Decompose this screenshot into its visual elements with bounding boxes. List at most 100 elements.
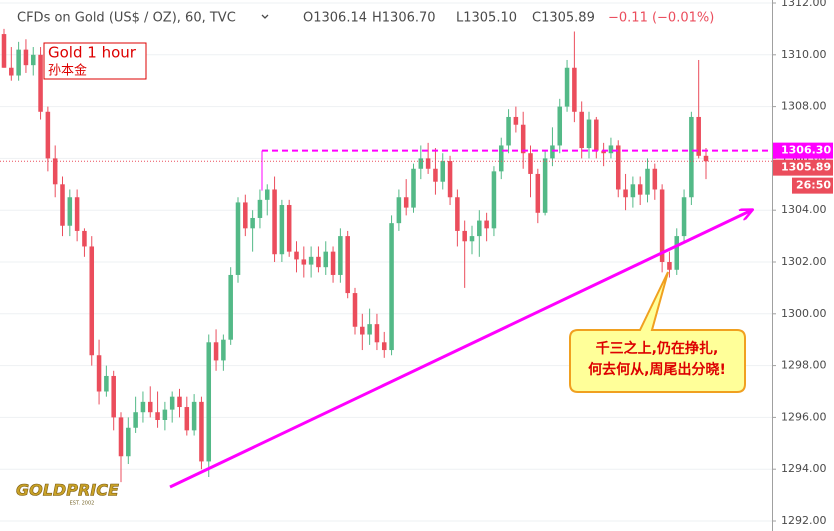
candle-body (323, 251, 329, 268)
candle-body (235, 202, 241, 275)
callout-line: 何去何从,周尾出分晓! (588, 361, 726, 378)
y-tick-label: 1298.00 (781, 359, 827, 372)
candle-body (23, 49, 29, 66)
candle-body (89, 246, 95, 356)
candle-body (513, 116, 519, 125)
candle-body (38, 54, 43, 112)
y-tick-label: 1302.00 (781, 255, 827, 268)
candle-body (74, 197, 80, 231)
candle-body (520, 124, 526, 154)
y-tick-label: 1312.00 (781, 0, 827, 9)
candle-body (301, 259, 307, 265)
candle-body (637, 184, 643, 195)
candle-body (411, 168, 416, 208)
candle-body (162, 409, 168, 420)
candle-body (96, 355, 102, 392)
last-price-label: 1305.89 (781, 161, 831, 174)
candle-body (45, 111, 51, 159)
candle-body (308, 256, 314, 265)
callout-bubble (569, 271, 746, 393)
y-tick-label: 1310.00 (781, 48, 827, 61)
candle-body (257, 199, 263, 218)
dropdown-icon (261, 14, 269, 19)
candle-body (557, 106, 563, 146)
candle-body (667, 262, 672, 270)
candle-body (264, 189, 270, 200)
logo: GOLDPRICE (16, 481, 119, 500)
candle-body (221, 339, 226, 361)
candle-body (147, 401, 153, 413)
candle-body (623, 189, 628, 198)
candle-body (286, 205, 292, 252)
candle-body (564, 67, 570, 107)
candle-body (213, 342, 219, 361)
y-tick-label: 1300.00 (781, 307, 827, 320)
level-label: 1306.30 (781, 144, 831, 157)
candle-body (528, 153, 533, 174)
candle-body (462, 230, 467, 242)
note-title: Gold 1 hour (48, 44, 137, 62)
quote-high: H1306.70 (372, 11, 436, 26)
candle-body (374, 324, 380, 343)
candle-body (491, 171, 497, 229)
candle-body (191, 401, 197, 431)
candle-body (30, 54, 36, 66)
candle-body (118, 417, 124, 457)
candle-body (542, 158, 548, 213)
candle-body (550, 145, 555, 159)
candle-body (396, 197, 402, 224)
y-tick-label: 1292.00 (781, 514, 827, 527)
candle-body (126, 427, 131, 457)
candle-body (228, 274, 233, 340)
candle-body (279, 205, 285, 255)
y-tick-label: 1294.00 (781, 462, 827, 475)
note-author: 孙本金 (48, 63, 87, 79)
level-tag (773, 142, 833, 159)
candle-body (425, 158, 431, 169)
candle-body (484, 220, 489, 229)
quote-open: O1306.14 (303, 11, 367, 26)
candle-body (360, 326, 365, 335)
candle-body (652, 168, 658, 190)
candle-body (403, 197, 409, 208)
quote-change: −0.11 (−0.01%) (608, 11, 714, 26)
candle-body (689, 116, 694, 198)
candle-body (674, 236, 680, 270)
last-price-tag (773, 159, 833, 176)
candle-body (608, 145, 614, 154)
quote-close: C1305.89 (532, 11, 595, 26)
candle-body (104, 375, 109, 392)
candle-body (177, 396, 182, 408)
candle-body (498, 145, 504, 172)
candle-body (52, 158, 58, 185)
trend-line (169, 210, 752, 489)
candle-body (206, 342, 212, 462)
candle-body (155, 412, 160, 420)
candle-body (696, 116, 701, 156)
candle-body (184, 407, 190, 431)
logo-sub: EST. 2002 (70, 501, 95, 507)
candle-body (594, 119, 599, 151)
candle-body (199, 401, 204, 462)
candle-body (418, 158, 424, 169)
candle-body (16, 49, 21, 76)
candle-body (572, 67, 577, 112)
candle-body (1, 34, 7, 68)
candle-body (316, 256, 321, 268)
callout-line: 千三之上,仍在挣扎, (596, 340, 719, 357)
candle-body (82, 230, 87, 247)
y-tick-label: 1296.00 (781, 410, 827, 423)
candle-body (67, 197, 73, 226)
candle-body (659, 189, 665, 262)
candle-body (455, 197, 460, 231)
candle-body (60, 184, 65, 226)
y-tick-label: 1304.00 (781, 203, 827, 216)
candle-body (506, 116, 511, 146)
candle-body (703, 155, 709, 162)
candle-body (681, 197, 687, 237)
candle-body (645, 168, 650, 195)
candle-body (477, 220, 482, 237)
y-tick-label: 1308.00 (781, 100, 827, 113)
candle-body (243, 202, 248, 229)
candle-body (345, 236, 350, 294)
